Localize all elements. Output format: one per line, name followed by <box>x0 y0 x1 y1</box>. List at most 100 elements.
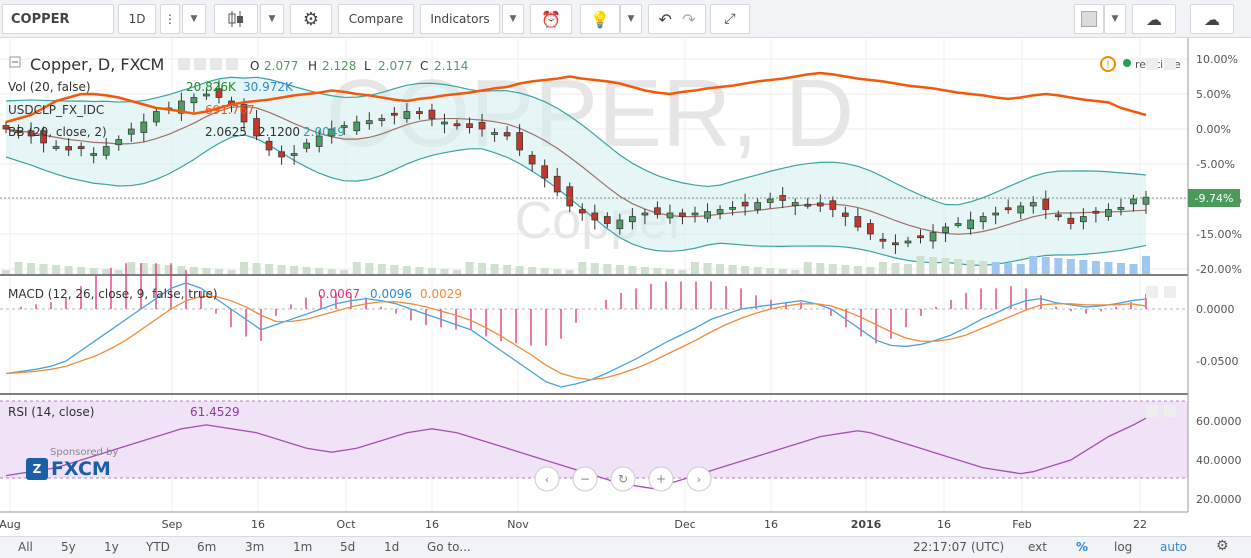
range-1m[interactable]: 1m <box>293 540 313 554</box>
undo-icon[interactable]: ↶ <box>658 9 672 29</box>
range-6m[interactable]: 6m <box>197 540 217 554</box>
chart-style-button[interactable] <box>214 4 258 34</box>
lightbulb-icon[interactable]: 💡 <box>580 4 620 34</box>
indicators-button[interactable]: Indicators <box>420 4 500 34</box>
pane-up-icon[interactable] <box>1146 58 1158 70</box>
cloud-download-icon[interactable]: ☁ <box>1132 4 1176 34</box>
pane-controls <box>1146 58 1176 417</box>
usdclp-compare-line <box>5 71 1147 124</box>
volume-bar <box>1116 263 1125 274</box>
pane-up-icon[interactable] <box>1146 286 1158 298</box>
range-1d[interactable]: 1d <box>384 540 400 554</box>
candle-body <box>115 139 123 146</box>
candle-body <box>904 240 912 244</box>
goto-button[interactable]: Go to... <box>427 540 471 554</box>
volume-bar <box>315 268 324 274</box>
log-toggle[interactable]: log <box>1114 540 1133 554</box>
volume-bar <box>164 265 173 274</box>
scroll-right-button[interactable] <box>686 466 712 492</box>
candle-body <box>892 242 899 246</box>
candle-body <box>1067 217 1075 224</box>
volume-bar <box>703 263 712 274</box>
zoom-out-button[interactable] <box>572 466 598 492</box>
current-price-tag <box>1188 189 1240 207</box>
candle-body <box>1054 214 1062 218</box>
ext-toggle[interactable]: ext <box>1028 540 1047 554</box>
symbol-search-input[interactable]: COPPER <box>2 4 114 34</box>
range-ytd[interactable]: YTD <box>146 540 170 554</box>
settings-gear-icon[interactable]: ⚙ <box>290 4 332 34</box>
interval-more-icon[interactable]: ⋮ <box>160 4 180 34</box>
indicators-dropdown[interactable]: ▼ <box>502 4 524 34</box>
percent-toggle[interactable]: % <box>1076 540 1089 554</box>
pane-maximize-icon[interactable] <box>1164 58 1176 70</box>
redo-icon[interactable]: ↷ <box>682 9 696 29</box>
volume-bar <box>929 257 938 274</box>
volume-bar <box>27 263 36 274</box>
timezone[interactable]: (UTC) <box>971 540 1005 554</box>
candle-body <box>917 235 924 239</box>
warning-icon[interactable] <box>1100 56 1116 72</box>
volume-bar <box>1016 264 1025 274</box>
time-axis[interactable]: Aug Sep 16 Oct 16 Nov Dec 16 2016 16 Feb 22 <box>0 518 1147 531</box>
rsi-value: 61.4529 <box>190 405 240 419</box>
chevron-right-icon: › <box>697 473 701 486</box>
candle-body <box>416 111 423 114</box>
settings-icon[interactable] <box>226 58 238 70</box>
candle-body <box>816 202 824 207</box>
candle-body <box>829 200 837 210</box>
sponsor-brand: FXCM <box>51 458 111 480</box>
volume-bar <box>202 268 211 274</box>
range-5y[interactable]: 5y <box>61 540 76 554</box>
volume-bar <box>841 265 850 274</box>
interval-button[interactable]: 1D <box>118 4 156 34</box>
candle-body <box>553 175 561 193</box>
settings-icon[interactable] <box>194 58 206 70</box>
candle-body <box>478 121 486 130</box>
time-axis-label: 22 <box>1133 518 1147 531</box>
eye-icon[interactable] <box>178 58 190 70</box>
alert-clock-icon[interactable]: ⏰ <box>530 4 572 34</box>
time-axis-label: 16 <box>251 518 265 531</box>
sponsor-logo[interactable]: Sponsored by Z FXCM <box>26 447 118 480</box>
zoom-in-button[interactable] <box>648 466 674 492</box>
rsi-axis-tick: 60.0000 <box>1196 415 1242 428</box>
volume-bar <box>916 256 925 274</box>
swatch-dropdown[interactable]: ▼ <box>1104 4 1126 34</box>
pane-maximize-icon[interactable] <box>1164 286 1176 298</box>
volume-bar <box>452 270 461 274</box>
range-all[interactable]: All <box>18 540 33 554</box>
bb-value-3: 2.0049 <box>303 125 345 139</box>
color-swatch-button[interactable] <box>1074 4 1104 34</box>
settings-icon[interactable] <box>210 58 222 70</box>
reset-button[interactable] <box>610 466 636 492</box>
range-1y[interactable]: 1y <box>104 540 119 554</box>
price-axis-tick: -20.00% <box>1196 263 1242 276</box>
price-axis[interactable]: 10.00%5.00%0.00%-5.00%-10.00%-15.00%-20.… <box>1196 53 1242 506</box>
compare-button[interactable]: Compare <box>338 4 414 34</box>
auto-toggle[interactable]: auto <box>1160 540 1188 554</box>
range-3m[interactable]: 3m <box>245 540 265 554</box>
volume-bar <box>365 263 374 274</box>
candle-body <box>1017 205 1025 214</box>
volume-bar <box>252 263 261 274</box>
chart-canvas[interactable]: COPPER, D Copper 10.00%5.00%0.00%-5.00%-… <box>0 38 1251 536</box>
pane-up-icon[interactable] <box>1146 405 1158 417</box>
pane-maximize-icon[interactable] <box>1164 405 1176 417</box>
cloud-upload-icon[interactable]: ☁ <box>1190 4 1234 34</box>
candle-body <box>666 212 674 219</box>
interval-dropdown-button[interactable]: ▼ <box>182 4 206 34</box>
settings-gear-icon[interactable]: ⚙ <box>1216 538 1229 554</box>
scroll-left-button[interactable] <box>534 466 560 492</box>
ideas-dropdown[interactable]: ▼ <box>620 4 642 34</box>
candle-body <box>691 212 699 216</box>
macd-label: MACD (12, 26, close, 9, false, true) <box>8 287 218 301</box>
undo-redo-group[interactable]: ↶ ↷ <box>648 4 706 34</box>
fullscreen-icon[interactable]: ⤢ <box>710 4 750 34</box>
ohlc-o-value: 2.077 <box>264 59 298 73</box>
volume-bar <box>778 269 787 274</box>
volume-bar <box>966 260 975 274</box>
range-5d[interactable]: 5d <box>340 540 356 554</box>
chart-style-dropdown[interactable]: ▼ <box>260 4 284 34</box>
candle-body <box>203 93 210 97</box>
